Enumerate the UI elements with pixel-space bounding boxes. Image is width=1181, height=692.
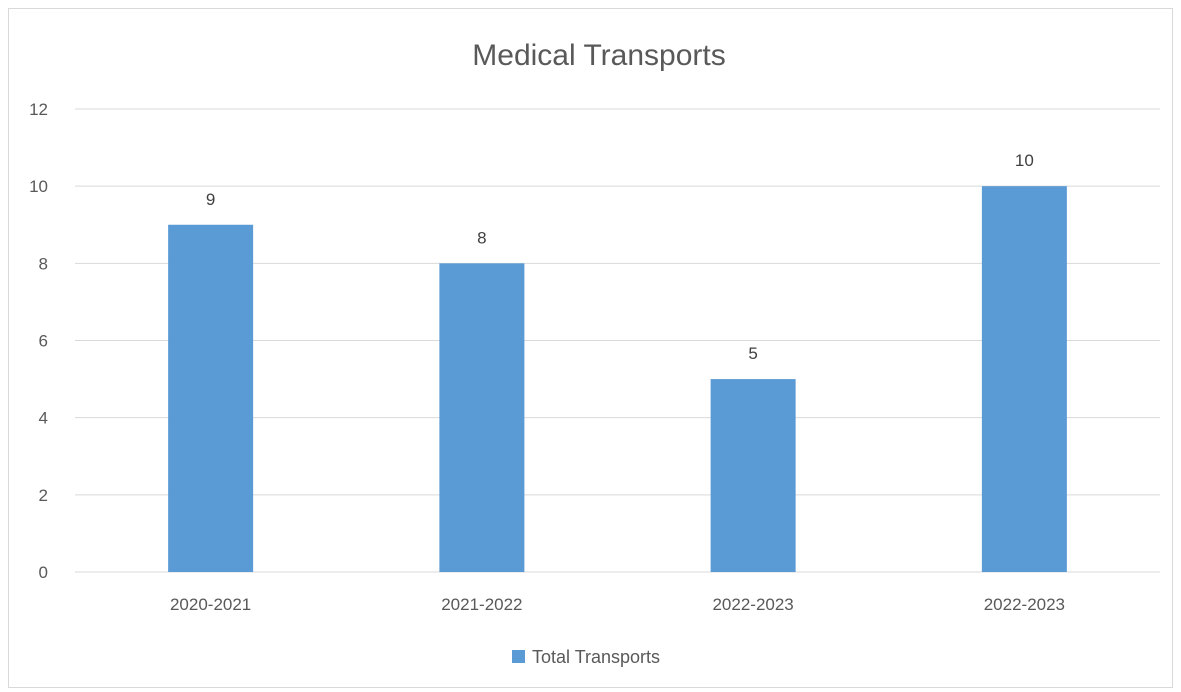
y-tick-label: 10: [29, 177, 48, 196]
y-tick-label: 6: [39, 332, 48, 351]
x-tick-label: 2021-2022: [441, 595, 522, 614]
bar: [981, 186, 1067, 572]
y-tick-label: 4: [39, 409, 48, 428]
bar: [439, 263, 525, 572]
data-label: 8: [477, 228, 486, 247]
x-tick-label: 2022-2023: [712, 595, 793, 614]
bar: [710, 379, 796, 572]
x-tick-label: 2022-2023: [984, 595, 1065, 614]
y-tick-label: 12: [29, 100, 48, 119]
bars: [168, 186, 1067, 572]
bar: [168, 224, 254, 572]
data-label: 5: [748, 344, 757, 363]
y-axis: 0 2 4 6 8 10 12: [29, 100, 48, 582]
legend-label: Total Transports: [532, 647, 660, 667]
x-tick-label: 2020-2021: [170, 595, 251, 614]
y-tick-label: 8: [39, 254, 48, 273]
legend: Total Transports: [512, 647, 660, 667]
data-label: 9: [206, 190, 215, 209]
x-axis: 2020-2021 2021-2022 2022-2023 2022-2023: [170, 595, 1065, 614]
data-label: 10: [1015, 151, 1034, 170]
gridlines: [75, 108, 1160, 573]
legend-swatch: [512, 650, 525, 663]
y-tick-label: 0: [39, 563, 48, 582]
data-labels: 9 8 5 10: [206, 151, 1034, 363]
chart-title: Medical Transports: [472, 39, 725, 72]
y-tick-label: 2: [39, 486, 48, 505]
